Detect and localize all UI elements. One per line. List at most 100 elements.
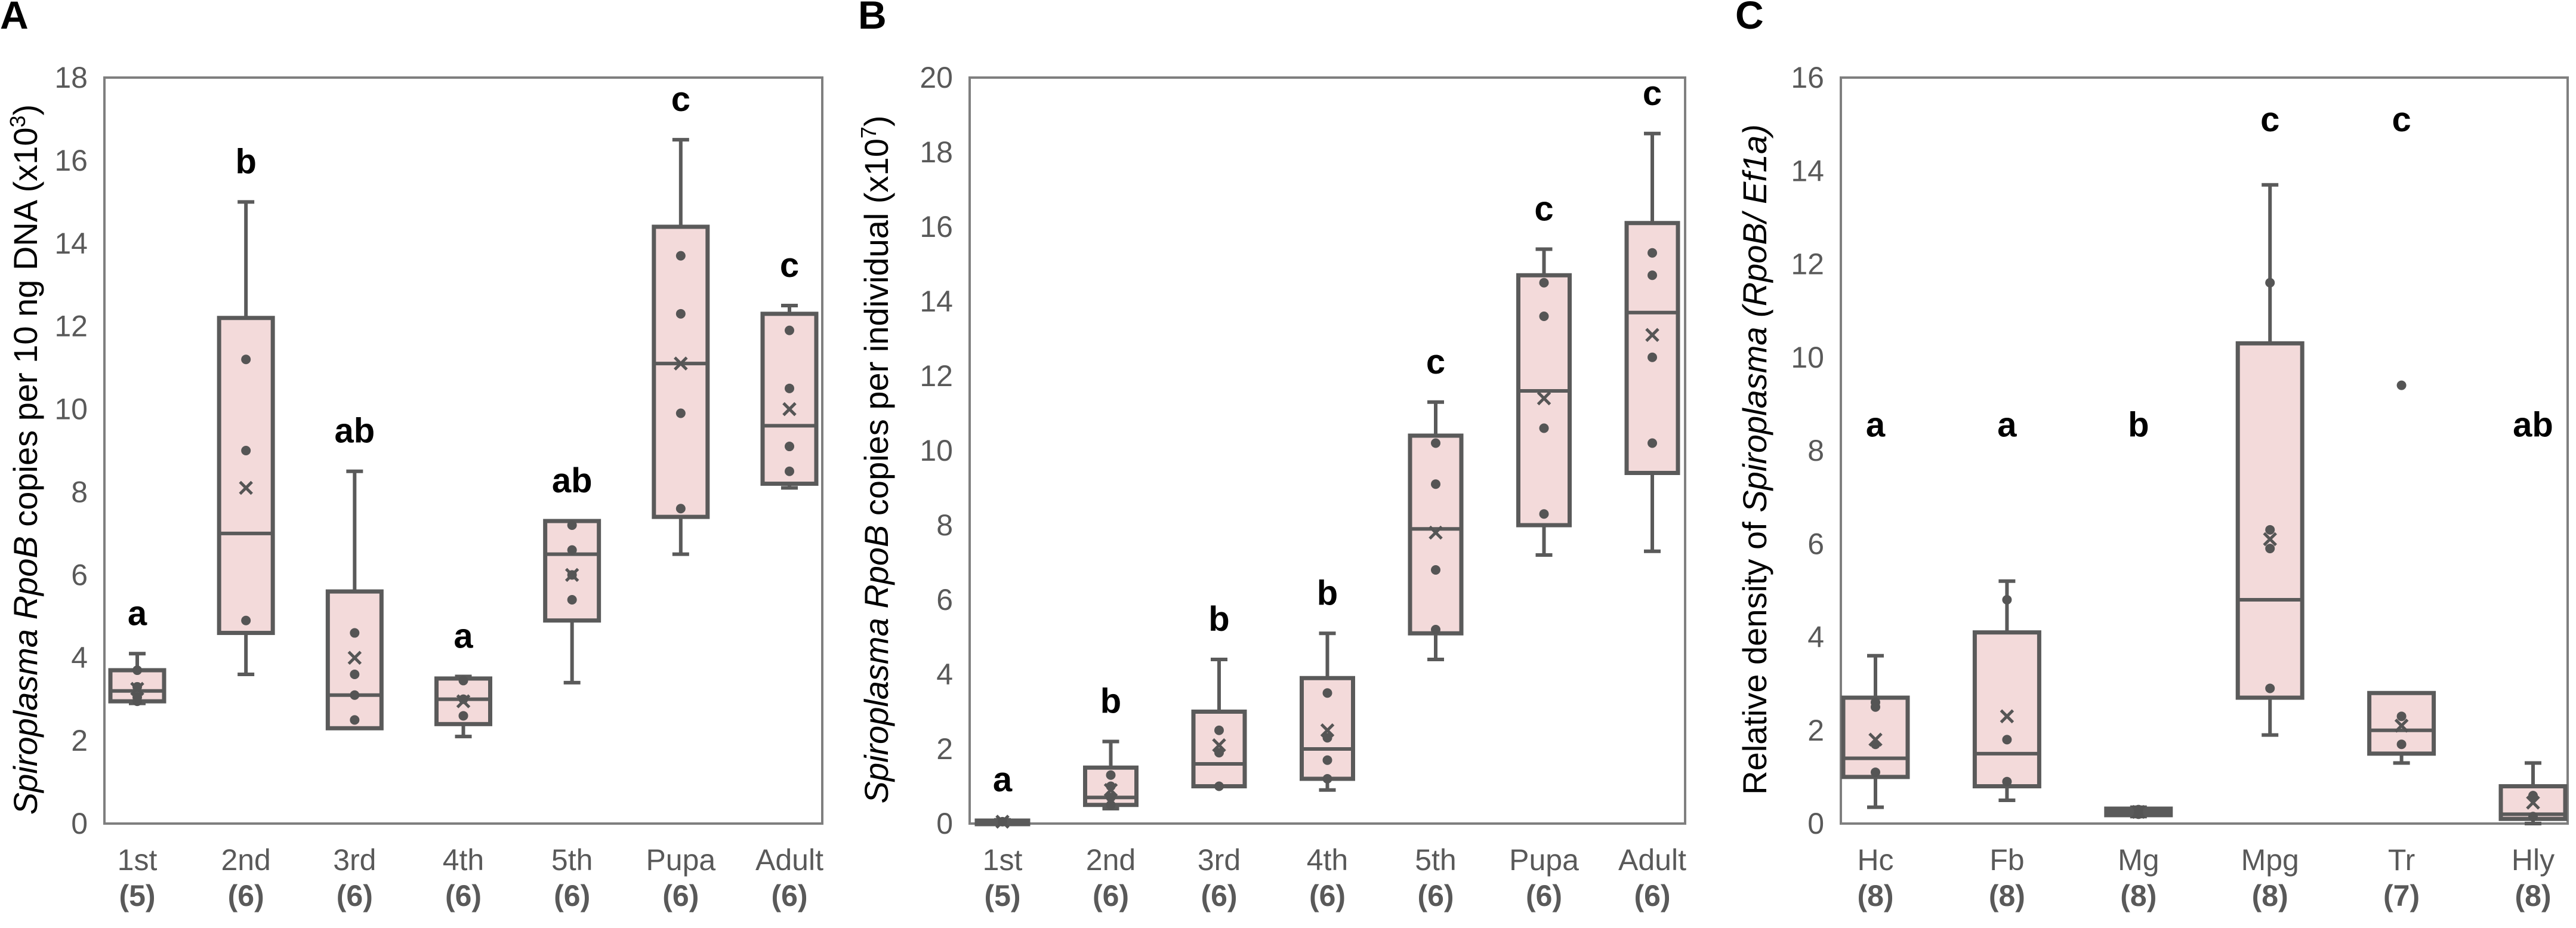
panel-a-sample-size-label: (6) <box>445 879 482 912</box>
panel-c-sample-size-label: (7) <box>2383 879 2420 912</box>
panel-c-y-tick-label: 0 <box>1807 807 1824 840</box>
panel-c-significance-letter: a <box>1997 406 2017 445</box>
panel-b-sample-size-label: (5) <box>984 879 1020 912</box>
panel-b-data-point <box>1648 248 1657 258</box>
panel-a-sample-size-label: (6) <box>228 879 264 912</box>
panel-b-y-axis-label: Spiroplasma RpoB copies per individual (… <box>856 115 896 803</box>
panel-c-data-point <box>1871 767 1880 778</box>
panel-a-x-tick-label: 2nd <box>221 843 270 877</box>
panel-a-box-group: c <box>652 80 710 556</box>
panel-b-significance-letter: c <box>1534 190 1553 229</box>
panel-a-data-point <box>675 408 686 418</box>
panel-a-box <box>760 312 819 486</box>
panel-c-y-tick-label: 16 <box>1791 61 1824 94</box>
panel-c-sample-size-label: (8) <box>2252 879 2288 912</box>
panel-a-data-point <box>132 692 142 702</box>
panel-a-mean-marker <box>456 694 471 708</box>
panel-b-mean-marker <box>1320 723 1335 738</box>
panel-b-data-point <box>1431 625 1440 634</box>
panel-a-significance-letter: a <box>454 616 473 655</box>
panel-b-y-tick-label: 14 <box>920 285 953 318</box>
panel-c-significance-letter: ab <box>2513 406 2553 445</box>
panel-b-sample-size-label: (6) <box>1309 879 1346 912</box>
panel-b-x-tick-label: Pupa <box>1509 843 1579 877</box>
panel-a-data-point <box>675 251 686 261</box>
panel-c-sample-size-label: (8) <box>2515 879 2551 912</box>
panel-a-sample-size-label: (5) <box>119 879 155 912</box>
panel-b-y-tick-label: 6 <box>936 583 953 616</box>
panel-b-x-tick-label: 3rd <box>1198 843 1241 877</box>
panel-b-significance-letter: b <box>1100 682 1121 721</box>
panel-b-y-label-part: ) <box>857 115 895 127</box>
panel-c-x-tick-label: Hly <box>2512 843 2555 877</box>
panel-b-significance-letter: a <box>993 760 1013 799</box>
panel-b-sample-size-label: (6) <box>1526 879 1562 912</box>
panel-c-y-tick-label: 6 <box>1807 527 1824 560</box>
panel-b-data-point <box>1539 423 1549 433</box>
panel-a-y-label-part: ) <box>7 104 44 116</box>
panel-a-data-point <box>241 354 251 365</box>
panel-a-box-group: c <box>760 246 819 490</box>
panel-a-y-label-part: Spiroplasma RpoB <box>7 536 44 815</box>
panel-c-y-tick-label: 2 <box>1807 714 1824 747</box>
panel-b-data-point <box>1214 781 1224 791</box>
panel-a-y-label-part: copies per 10 ng DNA (x10 <box>7 127 44 536</box>
panel-a-data-point <box>350 628 360 638</box>
panel-a-letter: A <box>0 0 29 37</box>
panel-a-data-point <box>458 676 468 686</box>
panel-c-mean-marker <box>2000 709 2014 724</box>
panel-a-mean-marker <box>347 650 362 665</box>
panel-a-box-group: b <box>217 142 275 676</box>
panel-a-sample-size-label: (6) <box>771 879 807 912</box>
panel-c-mean-marker <box>2263 532 2277 547</box>
panel-b-data-point <box>1431 565 1440 575</box>
panel-a: A Spiroplasma RpoB copies per 10 ng DNA … <box>0 0 823 912</box>
panel-b-data-point <box>1431 479 1440 489</box>
panel-c-data-point <box>2396 711 2407 722</box>
panel-a-y-tick-label: 12 <box>54 310 88 343</box>
panel-c-box-group: c <box>2235 100 2304 737</box>
panel-a-y-tick-label: 2 <box>71 724 88 757</box>
panel-a-y-tick-label: 18 <box>54 61 88 94</box>
panel-b-y-tick-label: 10 <box>920 434 953 467</box>
panel-b-y-tick-label: 8 <box>936 508 953 542</box>
panel-b-significance-letter: c <box>1643 74 1662 113</box>
panel-a-box-group: ab <box>325 412 384 730</box>
panel-b-mean-marker <box>1103 782 1118 797</box>
panel-a-data-point <box>350 690 360 700</box>
panel-b-data-point <box>1214 725 1224 735</box>
panel-a-data-point <box>132 665 142 676</box>
panel-b-data-point <box>1214 748 1224 758</box>
panel-a-mean-marker <box>782 402 797 417</box>
panel-c-y-label-part: (RpoB/ Ef1a) <box>1736 124 1773 326</box>
panel-c-y-axis-label: Relative density of Spiroplasma (RpoB/ E… <box>1736 124 1773 795</box>
panel-a-plot-area: 024681012141618a1st(5)b2nd(6)ab3rd(6)a4t… <box>54 61 823 912</box>
panel-b-y-label-part: 7 <box>856 127 881 138</box>
panel-a-x-tick-label: Adult <box>755 843 823 877</box>
panel-b-x-tick-label: Adult <box>1618 843 1686 877</box>
panel-b-box-group: b <box>1300 574 1355 792</box>
panel-b-box-group: c <box>1408 343 1464 661</box>
panel-a-x-tick-label: 4th <box>443 843 485 877</box>
panel-b-data-point <box>1431 438 1440 448</box>
panel-c-sample-size-label: (8) <box>1857 879 1893 912</box>
panel-b-mean-marker <box>1212 738 1226 753</box>
panel-b-y-label-part: Spiroplasma RpoB <box>857 525 895 804</box>
panel-c-data-point <box>2265 278 2275 288</box>
panel-a-data-point <box>241 446 251 455</box>
panel-a-x-tick-label: 3rd <box>333 843 376 877</box>
panel-c-y-tick-label: 12 <box>1791 248 1824 281</box>
panel-b-data-point <box>1648 352 1657 362</box>
panel-b-data-point <box>1322 774 1332 784</box>
panel-b-sample-size-label: (6) <box>1093 879 1129 912</box>
panel-c-significance-letter: c <box>2260 100 2279 139</box>
panel-b-data-point <box>1648 438 1657 448</box>
panel-a-significance-letter: a <box>128 594 147 633</box>
panel-c-mean-marker <box>2526 796 2540 810</box>
panel-c-plot-area: 0246810121416aHc(8)aFb(8)bMg(8)cMpg(8)cT… <box>1791 61 2568 912</box>
panel-a-plot-frame <box>103 76 823 825</box>
panel-c-letter: C <box>1735 0 1764 37</box>
panel-b-significance-letter: b <box>1317 574 1338 612</box>
panel-c-data-point <box>1871 697 1880 707</box>
